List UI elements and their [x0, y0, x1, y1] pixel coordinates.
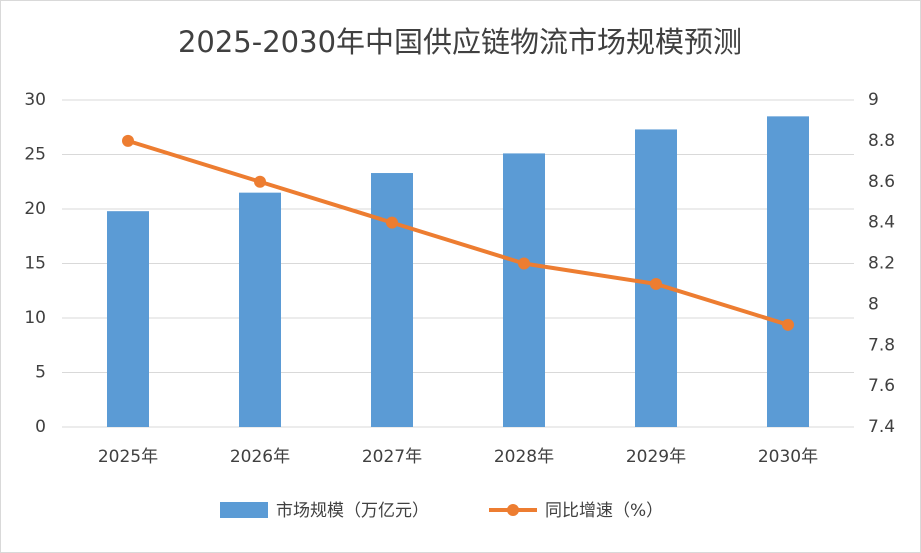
- x-tick-label: 2028年: [494, 447, 554, 467]
- y2-tick-label: 7.4: [868, 417, 895, 437]
- x-tick-label: 2026年: [230, 447, 290, 467]
- line-point: [650, 277, 662, 290]
- y-tick-label: 0: [35, 417, 46, 437]
- line-point: [386, 216, 398, 229]
- legend-swatch: [220, 502, 268, 518]
- legend-label: 市场规模（万亿元）: [276, 501, 429, 521]
- y2-tick-label: 8.4: [868, 213, 895, 233]
- legend-label: 同比增速（%）: [545, 501, 663, 521]
- bar: [767, 116, 809, 427]
- x-tick-label: 2025年: [98, 447, 158, 467]
- chart-title: 2025-2030年中国供应链物流市场规模预测: [178, 25, 742, 59]
- y2-tick-label: 8.8: [868, 131, 895, 151]
- line-point: [254, 175, 266, 188]
- bar: [503, 153, 545, 427]
- y2-tick-label: 7.6: [868, 376, 895, 396]
- line: [127, 138, 789, 327]
- bar: [371, 173, 413, 427]
- line-point: [782, 318, 794, 331]
- line-point: [122, 134, 134, 147]
- y-tick-label: 25: [24, 145, 46, 165]
- y2-tick-label: 8: [868, 294, 879, 314]
- y2-tick-label: 7.8: [868, 335, 895, 355]
- y-tick-label: 10: [24, 308, 46, 328]
- y-tick-label: 15: [24, 254, 46, 274]
- legend-swatch: [507, 504, 519, 516]
- bar: [239, 192, 281, 427]
- x-tick-label: 2030年: [758, 447, 818, 467]
- line-point: [518, 257, 530, 270]
- y-tick-label: 30: [24, 90, 46, 110]
- y-tick-label: 5: [35, 363, 46, 383]
- bar: [107, 211, 149, 427]
- x-tick-label: 2027年: [362, 447, 422, 467]
- y2-tick-label: 8.2: [868, 254, 895, 274]
- y2-tick-label: 8.6: [868, 172, 895, 192]
- x-tick-label: 2029年: [626, 447, 686, 467]
- y2-tick-label: 9: [868, 90, 879, 110]
- y-tick-label: 20: [24, 199, 46, 219]
